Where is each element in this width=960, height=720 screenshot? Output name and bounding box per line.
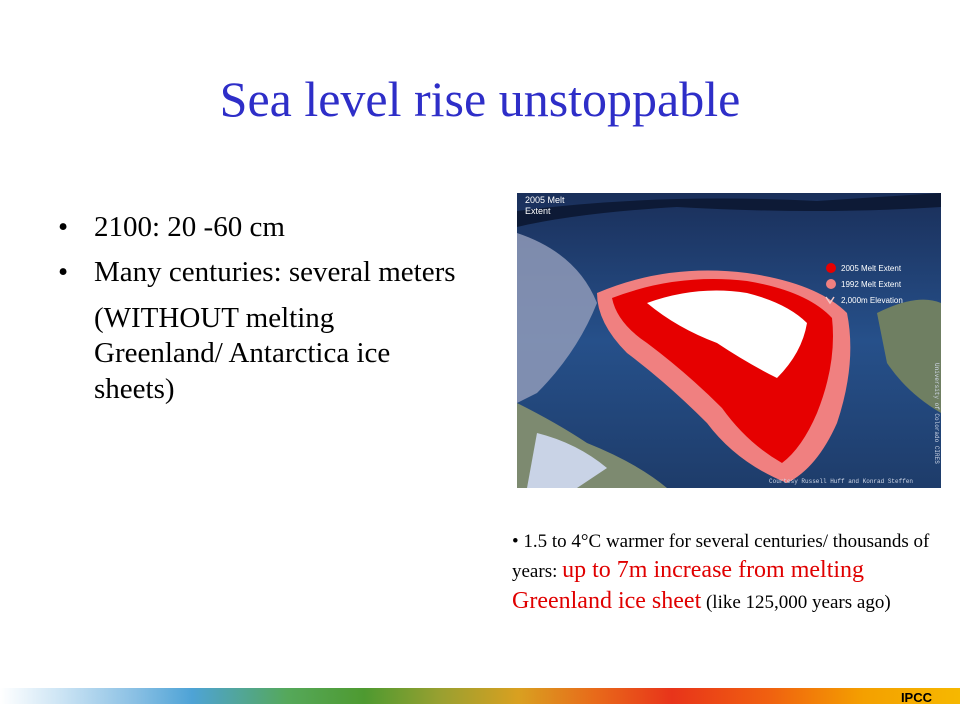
footer-color-bar	[0, 688, 960, 704]
space	[517, 193, 941, 227]
legend-label-1992: 1992 Melt Extent	[841, 280, 902, 289]
bullet-centuries: • Many centuries: several meters	[58, 255, 458, 290]
caption-bullet: •	[512, 531, 519, 552]
map-title-line1: 2005 Melt	[525, 195, 565, 205]
canada-ice	[527, 433, 607, 488]
greenland-ice-core	[647, 290, 807, 378]
legend-label-elevation: 2,000m Elevation	[841, 296, 903, 305]
bullet-2100: • 2100: 20 -60 cm	[58, 210, 458, 245]
caption: • 1.5 to 4°C warmer for several centurie…	[512, 527, 952, 617]
caption-text-1: 1.5 to 4°C warmer for several centuries/…	[512, 531, 930, 583]
bullet-marker: •	[58, 256, 69, 289]
legend-swatch-elevation	[825, 296, 835, 305]
map-illustration: 2005 Melt Extent 2005 Melt Extent 1992 M…	[517, 193, 941, 488]
legend-swatch-2005	[826, 263, 836, 273]
bullet-text: Many centuries: several meters	[94, 256, 456, 289]
slide-title: Sea level rise unstoppable	[219, 71, 741, 127]
arctic-ice	[517, 233, 597, 403]
legend-label-2005: 2005 Melt Extent	[841, 264, 902, 273]
bullet-list: • 2100: 20 -60 cm • Many centuries: seve…	[58, 210, 458, 407]
bullet-marker: •	[58, 211, 69, 243]
bullet-note: (WITHOUT melting Greenland/ Antarctica i…	[94, 301, 391, 405]
legend-swatch-1992	[826, 279, 836, 289]
map-credit-bottom: Courtesy Russell Huff and Konrad Steffen	[769, 478, 913, 485]
footer-ipcc: IPCC	[900, 690, 932, 705]
caption-highlight: up to 7m increase from melting Greenland…	[512, 557, 865, 614]
iceland-land	[877, 299, 941, 413]
greenland-melt-map: 2005 Melt Extent 2005 Melt Extent 1992 M…	[517, 193, 941, 488]
map-credit-side: University of Colorado CIRES	[933, 363, 940, 464]
bullet-text: 2100: 20 -60 cm	[94, 211, 285, 243]
map-title-line2: Extent	[525, 206, 551, 216]
caption-text-2: (like 125,000 years ago)	[705, 591, 891, 613]
